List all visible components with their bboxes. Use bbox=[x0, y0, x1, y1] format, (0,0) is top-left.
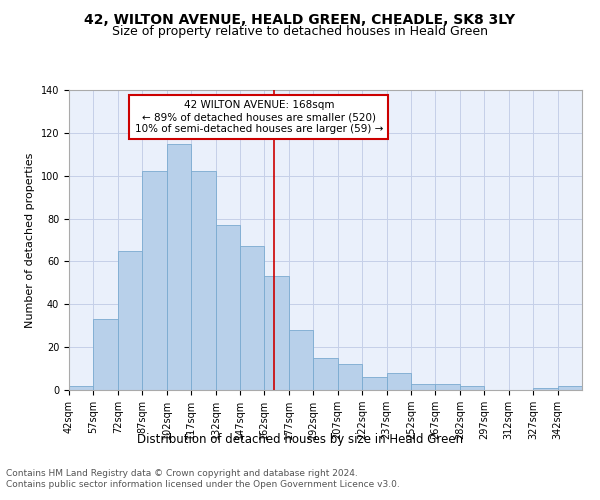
Bar bbox=[265, 276, 289, 390]
Text: 42, WILTON AVENUE, HEALD GREEN, CHEADLE, SK8 3LY: 42, WILTON AVENUE, HEALD GREEN, CHEADLE,… bbox=[85, 12, 515, 26]
Text: Size of property relative to detached houses in Heald Green: Size of property relative to detached ho… bbox=[112, 25, 488, 38]
Bar bbox=[215, 225, 240, 390]
Text: Distribution of detached houses by size in Heald Green: Distribution of detached houses by size … bbox=[137, 432, 463, 446]
Y-axis label: Number of detached properties: Number of detached properties bbox=[25, 152, 35, 328]
Bar bbox=[533, 388, 557, 390]
Bar bbox=[94, 320, 118, 390]
Text: Contains HM Land Registry data © Crown copyright and database right 2024.: Contains HM Land Registry data © Crown c… bbox=[6, 469, 358, 478]
Bar bbox=[191, 172, 215, 390]
Bar bbox=[313, 358, 338, 390]
Bar bbox=[69, 386, 94, 390]
Bar bbox=[557, 386, 582, 390]
Text: 42 WILTON AVENUE: 168sqm
← 89% of detached houses are smaller (520)
10% of semi-: 42 WILTON AVENUE: 168sqm ← 89% of detach… bbox=[134, 100, 383, 134]
Bar bbox=[289, 330, 313, 390]
Bar bbox=[338, 364, 362, 390]
Bar bbox=[362, 377, 386, 390]
Bar bbox=[386, 373, 411, 390]
Text: Contains public sector information licensed under the Open Government Licence v3: Contains public sector information licen… bbox=[6, 480, 400, 489]
Bar bbox=[411, 384, 436, 390]
Bar bbox=[460, 386, 484, 390]
Bar bbox=[240, 246, 265, 390]
Bar bbox=[167, 144, 191, 390]
Bar bbox=[142, 172, 167, 390]
Bar bbox=[118, 250, 142, 390]
Bar bbox=[436, 384, 460, 390]
